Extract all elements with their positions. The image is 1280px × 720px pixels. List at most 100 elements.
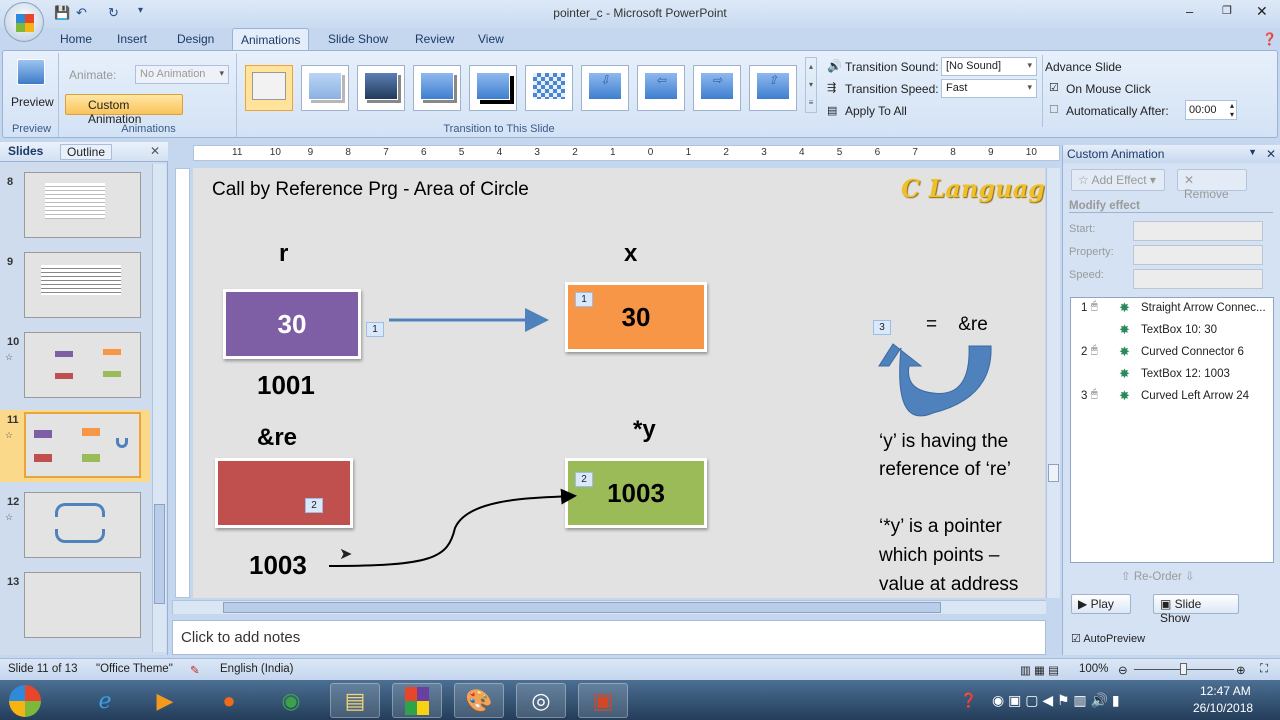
r-value-box[interactable]: 30: [223, 289, 361, 359]
help-icon[interactable]: ❓: [1262, 32, 1277, 46]
help-tray-icon[interactable]: ❓: [960, 692, 978, 708]
undo-icon[interactable]: ↶: [76, 5, 87, 20]
powerpoint-icon[interactable]: ▣: [578, 683, 628, 718]
transition-wipe-down[interactable]: ⇩: [581, 65, 629, 111]
slide-show-button[interactable]: ▣ Slide Show: [1153, 594, 1239, 625]
media-player-icon[interactable]: ▶: [156, 687, 174, 713]
on-mouse-click-checkbox[interactable]: ☑: [1049, 82, 1059, 94]
tab-slides[interactable]: Slides: [8, 144, 44, 158]
slide-title[interactable]: Call by Reference Prg - Area of Circle: [212, 179, 529, 200]
animation-tag-3[interactable]: 3: [873, 320, 891, 335]
language[interactable]: English (India): [220, 663, 294, 675]
auto-after-spinner[interactable]: 00:00 ▴ ▾: [1185, 100, 1237, 120]
animation-item[interactable]: 1 🖱 ✸ Straight Arrow Connec...: [1081, 300, 1266, 315]
internet-explorer-icon[interactable]: ℯ: [98, 687, 112, 713]
minimize-button[interactable]: –: [1186, 4, 1194, 19]
tab-slide-show[interactable]: Slide Show: [328, 32, 389, 46]
animation-tag-2b[interactable]: 2: [575, 472, 593, 487]
customize-qat-icon[interactable]: ▾: [138, 5, 144, 16]
gallery-scroll[interactable]: ▴ ▾ ≡: [805, 57, 817, 113]
chrome-icon[interactable]: ◉: [281, 687, 301, 713]
animation-item[interactable]: 2 🖱 ✸ Curved Connector 6: [1081, 344, 1244, 359]
spellcheck-icon[interactable]: ✎: [190, 665, 200, 677]
tab-view[interactable]: View: [478, 32, 504, 46]
slide-vertical-scrollbar[interactable]: [1046, 168, 1060, 598]
animation-item[interactable]: ✸ TextBox 10: 30: [1119, 322, 1218, 337]
curved-connector[interactable]: [328, 488, 577, 567]
tab-outline[interactable]: Outline: [60, 144, 113, 160]
play-button[interactable]: ▶ Play: [1071, 594, 1131, 614]
property-dropdown[interactable]: [1133, 245, 1263, 265]
transition-wipe-right[interactable]: ⇨: [693, 65, 741, 111]
transition-none[interactable]: [245, 65, 293, 111]
animation-tag-1b[interactable]: 1: [575, 292, 593, 307]
transition-dissolve[interactable]: [525, 65, 573, 111]
transition-speed-dropdown[interactable]: Fast: [941, 79, 1037, 98]
slide-thumbnail-11[interactable]: 11 ☆: [0, 410, 150, 482]
transition-wipe-left[interactable]: ⇦: [637, 65, 685, 111]
close-pane-icon[interactable]: ✕: [150, 144, 161, 158]
save-icon[interactable]: 💾: [54, 5, 71, 20]
transition-cut[interactable]: [413, 65, 461, 111]
close-button[interactable]: ✕: [1256, 3, 1268, 19]
slide-thumbnail-10[interactable]: 10 ☆: [0, 332, 150, 402]
windows-app-icon[interactable]: [392, 683, 442, 718]
clock-time[interactable]: 12:47 AM: [1200, 684, 1251, 698]
slides-pane-scrollbar[interactable]: [152, 164, 166, 652]
y-value-box[interactable]: 1003: [565, 458, 707, 528]
firefox-icon[interactable]: ●: [222, 687, 236, 713]
animate-dropdown[interactable]: No Animation: [135, 65, 229, 84]
tab-animations[interactable]: Animations: [232, 28, 310, 51]
close-pane-icon[interactable]: ✕: [1265, 147, 1276, 161]
file-explorer-icon[interactable]: ▤: [330, 683, 380, 718]
slide-horizontal-scrollbar[interactable]: [172, 600, 1046, 614]
animation-tag-1[interactable]: 1: [366, 322, 384, 337]
add-effect-button[interactable]: ☆ Add Effect ▾: [1071, 169, 1165, 191]
tab-design[interactable]: Design: [177, 32, 215, 46]
transition-fade-through-black[interactable]: [357, 65, 405, 111]
ruler-tick-label: 11: [232, 147, 243, 158]
remove-button[interactable]: ✕ Remove: [1177, 169, 1247, 201]
tab-review[interactable]: Review: [415, 32, 455, 46]
redo-icon[interactable]: ↻: [108, 5, 119, 20]
zoom-out-icon[interactable]: ⊖: [1118, 665, 1128, 677]
reorder-controls[interactable]: ⇧ Re-Order ⇩: [1121, 571, 1195, 583]
notes-pane[interactable]: Click to add notes: [172, 620, 1046, 655]
preview-button[interactable]: Preview: [11, 95, 54, 109]
tab-insert[interactable]: Insert: [117, 32, 148, 46]
curved-left-arrow[interactable]: [878, 343, 992, 417]
animation-tag-2[interactable]: 2: [305, 498, 323, 513]
animation-item[interactable]: 3 🖱 ✸ Curved Left Arrow 24: [1081, 388, 1250, 403]
autopreview-checkbox[interactable]: ☑ AutoPreview: [1071, 633, 1146, 645]
apply-to-all-button[interactable]: Apply To All: [845, 104, 907, 118]
preview-icon[interactable]: [17, 59, 45, 85]
start-dropdown[interactable]: [1133, 221, 1263, 241]
paint-icon[interactable]: 🎨: [454, 683, 504, 718]
re-box[interactable]: [215, 458, 353, 528]
slide-thumbnail-8[interactable]: 8: [0, 172, 150, 242]
fit-window-icon[interactable]: ⛶: [1260, 663, 1269, 675]
zoom-level[interactable]: 100%: [1079, 663, 1109, 675]
slide-thumbnail-12[interactable]: 12 ☆: [0, 492, 150, 562]
office-button[interactable]: [4, 2, 44, 42]
clock-date[interactable]: 26/10/2018: [1193, 701, 1254, 715]
transition-wipe-up[interactable]: ⇧: [749, 65, 797, 111]
animations-group: Animate: No Animation Custom Animation A…: [61, 53, 237, 137]
auto-after-checkbox[interactable]: ☐: [1049, 104, 1059, 116]
transition-cut-through-black[interactable]: [469, 65, 517, 111]
maximize-button[interactable]: ❐: [1222, 5, 1232, 17]
slide-thumbnail-9[interactable]: 9: [0, 252, 150, 322]
slide-thumbnail-13[interactable]: 13: [0, 572, 150, 642]
zoom-in-icon[interactable]: ⊕: [1236, 665, 1246, 677]
tab-home[interactable]: Home: [60, 32, 93, 46]
view-buttons[interactable]: ▥ ▦ ▤: [1020, 665, 1059, 677]
transition-sound-dropdown[interactable]: [No Sound]: [941, 57, 1037, 76]
speed-dropdown[interactable]: [1133, 269, 1263, 289]
zoom-slider[interactable]: [1134, 663, 1234, 675]
transition-fade-smoothly[interactable]: [301, 65, 349, 111]
animation-item[interactable]: ✸ TextBox 12: 1003: [1119, 366, 1230, 381]
tray-icons[interactable]: ◉ ▣ ▢ ◀ ⚑ ▥ 🔊 ▮: [992, 692, 1120, 708]
start-button[interactable]: [0, 683, 50, 718]
obs-icon[interactable]: ◎: [516, 683, 566, 718]
custom-animation-button[interactable]: Custom Animation: [65, 94, 183, 126]
